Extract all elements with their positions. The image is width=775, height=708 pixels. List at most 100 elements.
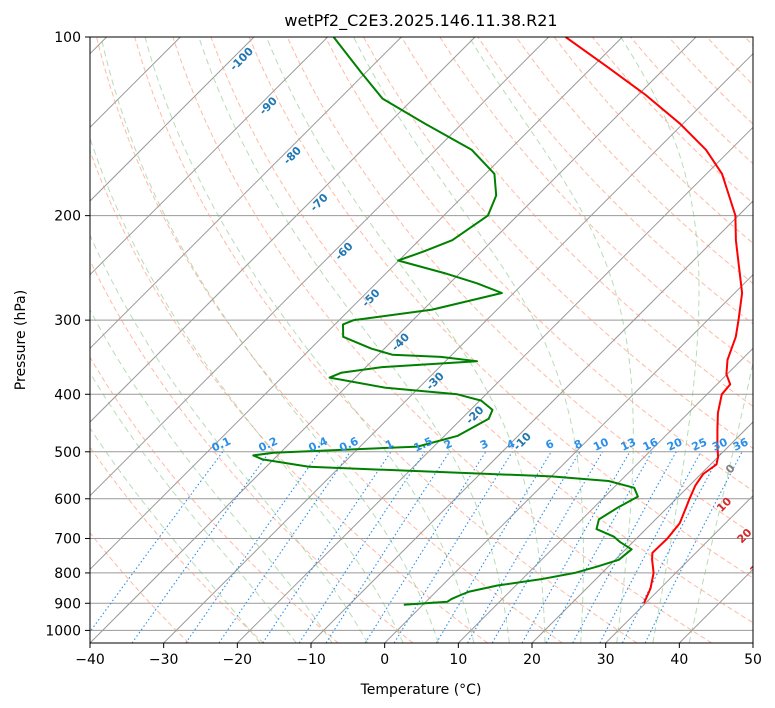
y-tick-label: 800: [54, 566, 81, 582]
moist-adiabat-line: [198, 37, 510, 643]
dry-adiabat-line: [96, 37, 563, 643]
isotherm-line: [90, 37, 402, 350]
mixing-ratio-label: 25: [690, 436, 709, 454]
dry-adiabat-line: [439, 37, 753, 366]
mixing-ratio-label: 13: [619, 435, 638, 453]
moist-adiabat-line: [620, 37, 700, 643]
dry-adiabat-label: 40: [764, 585, 775, 605]
moist-adiabat-line: [90, 233, 369, 643]
x-tick-label: 40: [670, 652, 688, 668]
moist-adiabat-line: [688, 360, 753, 643]
moist-adiabat-line: [90, 371, 297, 643]
x-tick-label: 0: [380, 652, 389, 668]
isotherm-line: [531, 421, 753, 643]
moist-adiabat-line: [353, 37, 584, 643]
mixing-ratio-label: 20: [665, 435, 685, 453]
y-tick-label: 500: [54, 445, 81, 461]
moist-adiabat-label: -60: [332, 240, 355, 263]
isotherm-line: [384, 273, 753, 643]
dry-adiabat-line: [706, 37, 753, 86]
moist-adiabat-line: [100, 37, 439, 643]
mixing-ratio-line: [621, 451, 722, 643]
moist-adiabat-line: [90, 136, 404, 643]
dry-adiabat-line: [90, 446, 264, 643]
mixing-ratio-line: [218, 451, 351, 643]
mixing-ratio-line: [545, 451, 653, 643]
mixing-ratio-line: [262, 451, 392, 643]
dry-adiabat-line: [553, 37, 753, 244]
mixing-ratio-line: [185, 451, 321, 643]
moist-adiabat-line: [144, 37, 475, 643]
x-tick-label: 10: [449, 652, 467, 668]
mixing-ratio-label: 2: [442, 437, 454, 452]
moist-adiabat-label: -50: [359, 286, 382, 309]
x-tick-label: −30: [149, 652, 179, 668]
mixing-ratio-line: [298, 451, 426, 643]
y-axis-title: Pressure (hPa): [13, 290, 29, 390]
isotherm-line: [236, 126, 753, 643]
moist-adiabat-line: [468, 37, 634, 643]
isotherm-line: [90, 37, 697, 643]
isotherm-line: [310, 200, 753, 643]
mixing-ratio-label: 36: [731, 435, 751, 453]
x-tick-label: −20: [223, 652, 253, 668]
mixing-ratio-line: [644, 451, 743, 643]
isotherm-line: [90, 37, 476, 423]
mixing-ratio-line: [521, 451, 631, 643]
moist-adiabat-line: [265, 37, 546, 643]
dry-adiabat-line: [90, 356, 339, 643]
mixing-ratio-line: [131, 451, 271, 643]
isotherm-line: [90, 37, 623, 571]
mixing-ratio-label: 10: [591, 435, 611, 453]
dry-adiabat-label: 20: [735, 526, 755, 546]
y-tick-label: 1000: [45, 623, 81, 639]
y-tick-label: 200: [54, 209, 81, 225]
mixing-ratio-line: [435, 451, 552, 643]
x-tick-label: −10: [296, 652, 326, 668]
dry-adiabat-line: [172, 37, 712, 643]
y-tick-label: 600: [54, 492, 81, 508]
dry-adiabat-line: [210, 37, 753, 624]
isotherm-line: [457, 347, 753, 643]
x-tick-label: 30: [597, 652, 615, 668]
dry-adiabat-line: [401, 37, 753, 408]
dry-adiabat-line: [744, 37, 753, 46]
mixing-ratio-label: 30: [710, 435, 730, 453]
mixing-ratio-line: [599, 451, 702, 643]
y-tick-label: 300: [54, 313, 81, 329]
mixing-ratio-label: 6: [544, 437, 557, 452]
y-tick-label: 400: [54, 387, 81, 403]
isotherm-line: [90, 37, 255, 202]
moist-adiabat-label: -40: [389, 330, 412, 353]
isotherm-line: [605, 494, 753, 643]
dry-adiabat-label: 10: [714, 494, 734, 514]
dry-adiabat-line: [515, 37, 753, 285]
mixing-ratio-label: 3: [478, 437, 490, 452]
mixing-ratio-line: [364, 451, 487, 643]
isotherm-line: [752, 642, 753, 643]
moist-adiabat-line: [90, 308, 333, 643]
moist-adiabat-label: -70: [308, 191, 331, 214]
moist-adiabat-label: -80: [281, 144, 304, 167]
moist-adiabat-label: -100: [227, 45, 256, 74]
dry-adiabat-line: [90, 259, 414, 643]
dewpoint-profile-line: [252, 37, 639, 606]
isotherm-line: [90, 37, 550, 497]
y-tick-label: 100: [54, 30, 81, 46]
y-tick-label: 900: [54, 596, 81, 612]
dry-adiabat-label: 30: [748, 557, 768, 577]
plot-frame: [89, 36, 754, 644]
moist-adiabat-label: -30: [424, 369, 447, 392]
x-tick-label: −40: [75, 652, 105, 668]
isotherm-line: [678, 568, 753, 643]
mixing-ratio-line: [325, 451, 451, 643]
dry-adiabat-line: [363, 37, 753, 449]
moist-adiabat-label: -20: [463, 403, 486, 426]
isotherm-line: [90, 37, 329, 276]
temperature-profile-line: [565, 37, 744, 604]
mixing-ratio-line: [90, 451, 224, 633]
x-tick-label: 20: [523, 652, 541, 668]
x-axis-title: Temperature (°C): [360, 682, 482, 698]
dry-adiabat-line: [248, 37, 753, 579]
dry-adiabat-line: [90, 149, 488, 643]
